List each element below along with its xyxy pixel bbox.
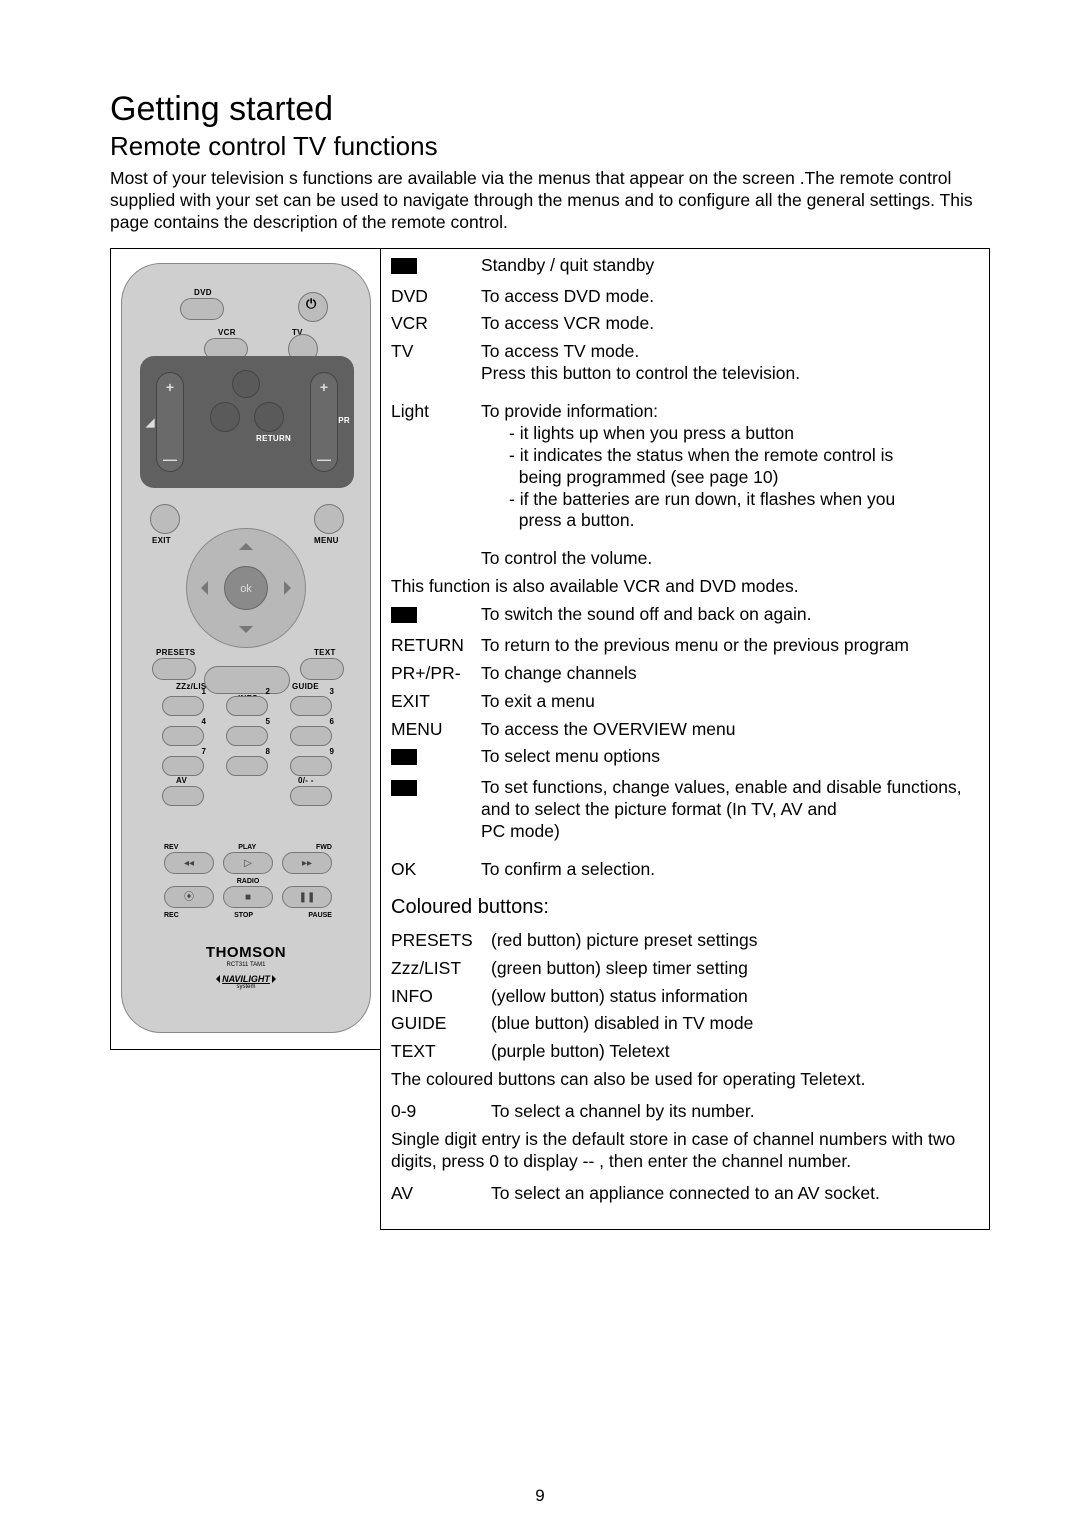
- remote-body: DVD ⏻ VCR TV +— +— PR ◢ RETU: [121, 263, 371, 1033]
- desc-zzz: (green button) sleep timer setting: [491, 958, 983, 980]
- desc-vcr: To access VCR mode.: [481, 313, 983, 335]
- key-ok: OK: [391, 859, 481, 881]
- label-pr: PR: [338, 416, 350, 425]
- key-num: 0-9: [391, 1101, 491, 1123]
- desc-set: To set functions, change values, enable …: [481, 777, 983, 843]
- label-rec: REC: [164, 912, 179, 919]
- label-pause: PAUSE: [308, 912, 332, 919]
- brand-navi: NAVILIGHT: [222, 974, 270, 984]
- desc-standby: Standby / quit standby: [481, 255, 983, 277]
- content-row: DVD ⏻ VCR TV +— +— PR ◢ RETU: [110, 248, 990, 1230]
- desc-num-note: Single digit entry is the default store …: [391, 1129, 983, 1173]
- key-presets: PRESETS: [391, 930, 491, 952]
- btn-mute: [210, 402, 240, 432]
- icon-set: [391, 780, 417, 796]
- key-av: AV: [391, 1183, 491, 1205]
- btn-dvd: [180, 298, 224, 320]
- nav-cluster: ok: [186, 528, 306, 648]
- key-light: Light: [391, 401, 481, 423]
- page-heading: Getting started: [110, 90, 990, 129]
- desc-text-note: The coloured buttons can also be used fo…: [391, 1069, 983, 1091]
- desc-av: To select an appliance connected to an A…: [491, 1183, 983, 1205]
- label-exit: EXIT: [152, 536, 171, 545]
- key-menu: MENU: [391, 719, 481, 741]
- rocker-pr: +—: [310, 372, 338, 472]
- desc-menu: To access the OVERVIEW menu: [481, 719, 983, 741]
- key-exit: EXIT: [391, 691, 481, 713]
- nav-left-icon: [194, 581, 208, 595]
- rocker-panel: +— +— PR ◢ RETURN: [140, 356, 354, 488]
- label-vcr: VCR: [218, 328, 236, 337]
- key-info: INFO: [391, 986, 491, 1008]
- btn-menu: [314, 504, 344, 534]
- icon-standby: [391, 258, 417, 274]
- desc-light: To provide information: - it lights up w…: [481, 401, 983, 532]
- vol-icon: ◢: [146, 416, 155, 429]
- key-return: RETURN: [391, 635, 481, 657]
- page-number: 9: [0, 1486, 1080, 1506]
- label-return: RETURN: [256, 434, 291, 443]
- btn-colour-bar: [204, 666, 290, 694]
- desc-guide: (blue button) disabled in TV mode: [491, 1013, 983, 1035]
- desc-return: To return to the previous menu or the pr…: [481, 635, 983, 657]
- icon-opts: [391, 749, 417, 765]
- brand-system: system: [122, 984, 370, 990]
- remote-illustration: DVD ⏻ VCR TV +— +— PR ◢ RETU: [110, 248, 380, 1050]
- label-rev: REV: [164, 844, 178, 851]
- desc-vol2: This function is also available VCR and …: [391, 576, 983, 598]
- label-play: PLAY: [238, 844, 256, 851]
- desc-exit: To exit a menu: [481, 691, 983, 713]
- key-tv: TV: [391, 341, 481, 363]
- icon-mute: [391, 607, 417, 623]
- coloured-buttons-heading: Coloured buttons:: [391, 895, 983, 920]
- numpad: 123 456 789 AV 0/- -: [162, 696, 332, 816]
- label-guide: GUIDE: [292, 682, 319, 691]
- intro-paragraph: Most of your television s functions are …: [110, 168, 990, 234]
- btn-light: [232, 370, 260, 398]
- label-radio: RADIO: [237, 878, 260, 885]
- nav-right-icon: [284, 581, 298, 595]
- label-fwd: FWD: [316, 844, 332, 851]
- brand-model: RCT311 TAM1: [122, 962, 370, 968]
- description-table: Standby / quit standby DVDTo access DVD …: [380, 248, 990, 1230]
- label-zero: 0/- -: [298, 776, 314, 785]
- desc-pr: To change channels: [481, 663, 983, 685]
- transport-block: REVPLAYFWD ◂◂▷▸▸ RADIO ⦿■❚❚ RECSTOPPAUSE: [164, 844, 332, 920]
- brand-name: THOMSON: [122, 944, 370, 961]
- rocker-vol: +—: [156, 372, 184, 472]
- btn-return: [254, 402, 284, 432]
- btn-ok: ok: [224, 566, 268, 610]
- nav-down-icon: [239, 626, 253, 640]
- key-guide: GUIDE: [391, 1013, 491, 1035]
- label-av: AV: [176, 776, 187, 785]
- desc-opts: To select menu options: [481, 746, 983, 768]
- brand-block: THOMSON RCT311 TAM1 NAVILIGHT system: [122, 944, 370, 990]
- power-icon: ⏻: [306, 296, 317, 312]
- desc-vol1: To control the volume.: [481, 548, 983, 570]
- desc-mute: To switch the sound off and back on agai…: [481, 604, 983, 626]
- label-dvd: DVD: [194, 288, 212, 297]
- label-presets: PRESETS: [156, 648, 195, 657]
- key-zzz: Zzz/LIST: [391, 958, 491, 980]
- desc-dvd: To access DVD mode.: [481, 286, 983, 308]
- desc-tv: To access TV mode.Press this button to c…: [481, 341, 983, 385]
- desc-num: To select a channel by its number.: [491, 1101, 983, 1123]
- btn-presets: [152, 658, 196, 680]
- page: Getting started Remote control TV functi…: [110, 90, 990, 1230]
- label-menu: MENU: [314, 536, 339, 545]
- btn-exit: [150, 504, 180, 534]
- btn-text: [300, 658, 344, 680]
- page-subheading: Remote control TV functions: [110, 131, 990, 162]
- key-vcr: VCR: [391, 313, 481, 335]
- key-pr: PR+/PR-: [391, 663, 481, 685]
- desc-text: (purple button) Teletext: [491, 1041, 983, 1063]
- label-text: TEXT: [314, 648, 336, 657]
- key-dvd: DVD: [391, 286, 481, 308]
- desc-presets: (red button) picture preset settings: [491, 930, 983, 952]
- nav-up-icon: [239, 536, 253, 550]
- key-text: TEXT: [391, 1041, 491, 1063]
- desc-info: (yellow button) status information: [491, 986, 983, 1008]
- desc-ok: To confirm a selection.: [481, 859, 983, 881]
- label-stop: STOP: [234, 912, 253, 919]
